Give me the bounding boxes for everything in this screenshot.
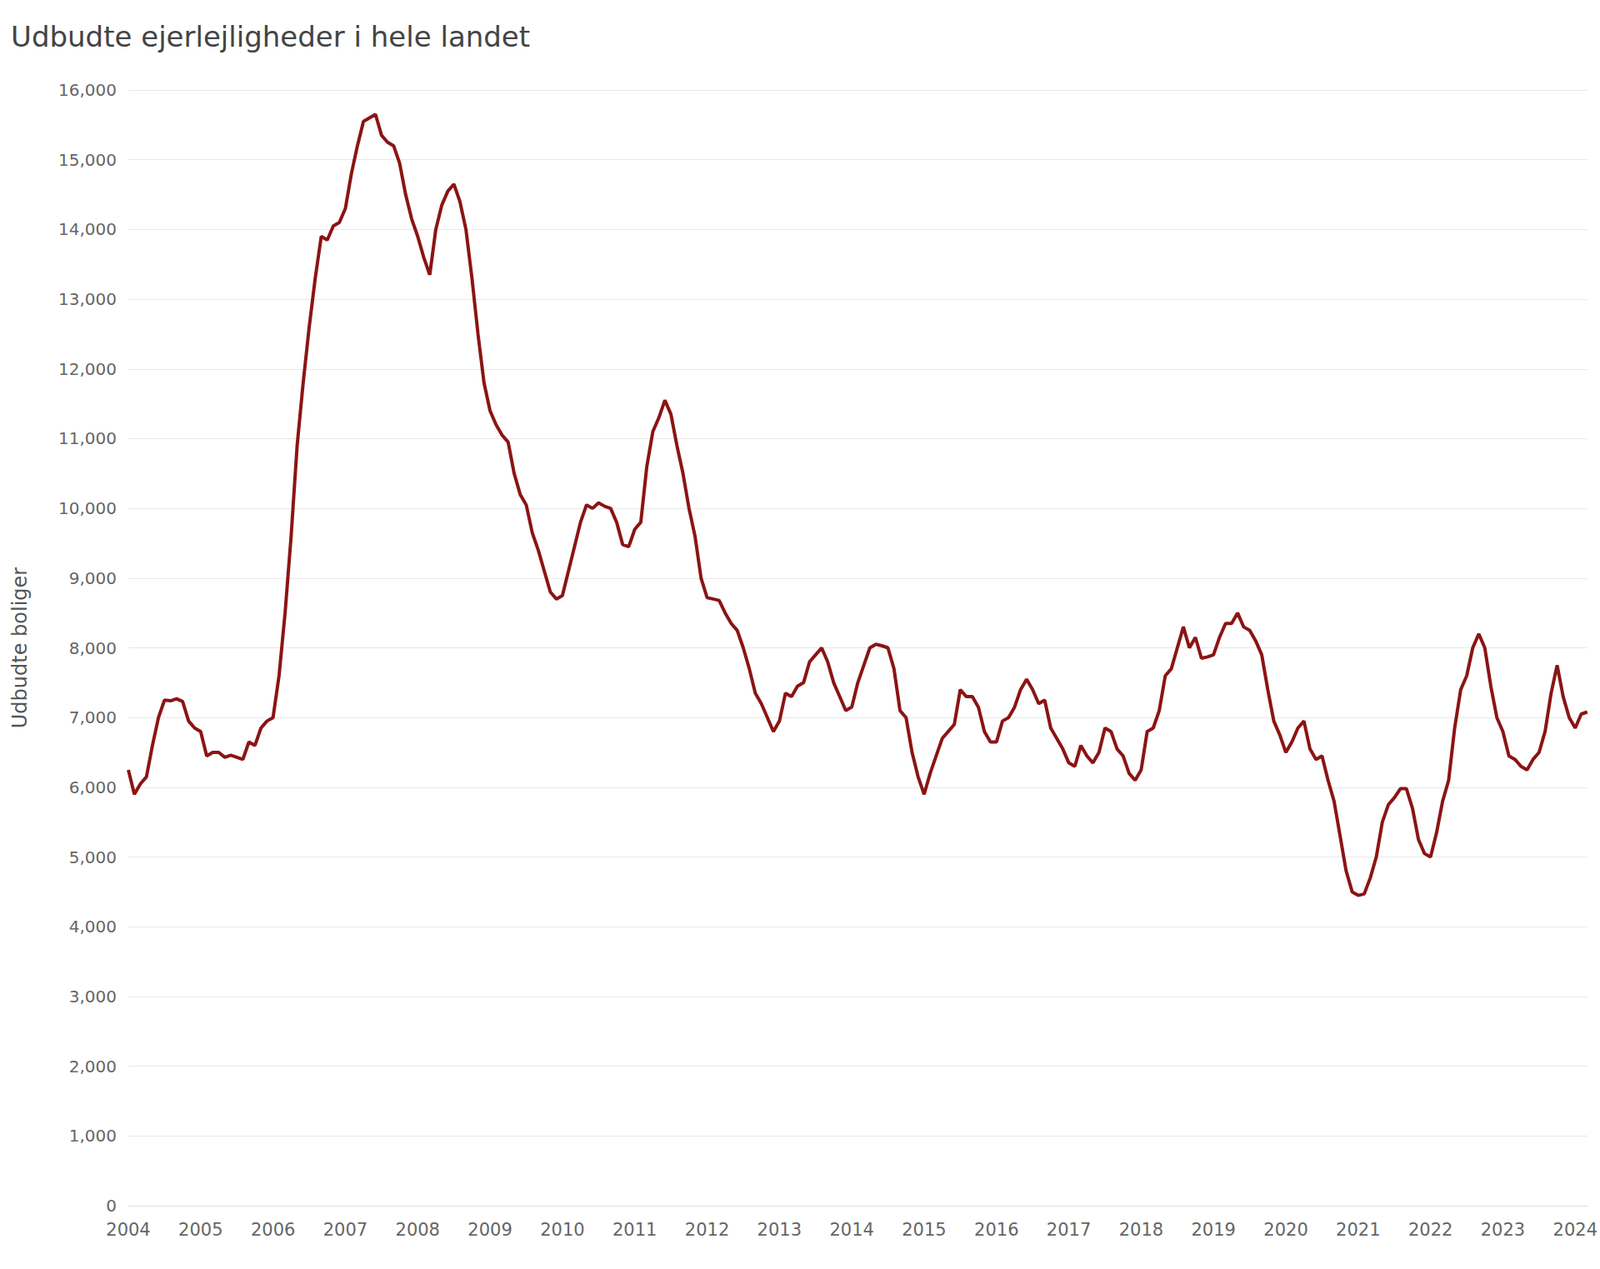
svg-text:2019: 2019 — [1190, 1220, 1235, 1240]
svg-text:2,000: 2,000 — [69, 1056, 117, 1077]
svg-text:2024: 2024 — [1553, 1220, 1598, 1240]
svg-text:2016: 2016 — [974, 1220, 1019, 1240]
svg-text:2011: 2011 — [612, 1220, 657, 1240]
svg-text:2015: 2015 — [901, 1220, 946, 1240]
svg-text:2022: 2022 — [1408, 1220, 1453, 1240]
svg-text:2020: 2020 — [1263, 1220, 1308, 1240]
svg-text:10,000: 10,000 — [58, 498, 117, 519]
svg-text:2017: 2017 — [1046, 1220, 1091, 1240]
svg-text:Udbudte boliger: Udbudte boliger — [8, 567, 32, 730]
svg-text:6,000: 6,000 — [69, 777, 117, 798]
svg-text:11,000: 11,000 — [58, 428, 117, 449]
svg-text:3,000: 3,000 — [69, 986, 117, 1007]
svg-text:12,000: 12,000 — [58, 359, 117, 380]
svg-text:8,000: 8,000 — [69, 638, 117, 659]
svg-text:15,000: 15,000 — [58, 150, 117, 170]
svg-text:5,000: 5,000 — [69, 847, 117, 868]
svg-text:0: 0 — [105, 1195, 117, 1216]
svg-text:7,000: 7,000 — [69, 707, 117, 728]
svg-text:1,000: 1,000 — [69, 1125, 117, 1146]
svg-text:2004: 2004 — [105, 1220, 150, 1240]
svg-text:2023: 2023 — [1480, 1220, 1525, 1240]
svg-text:13,000: 13,000 — [58, 289, 117, 310]
svg-text:2013: 2013 — [757, 1220, 802, 1240]
svg-text:4,000: 4,000 — [69, 916, 117, 937]
svg-text:2008: 2008 — [395, 1220, 440, 1240]
svg-text:2012: 2012 — [685, 1220, 730, 1240]
svg-text:2010: 2010 — [540, 1220, 585, 1240]
svg-text:2007: 2007 — [323, 1220, 368, 1240]
svg-text:2018: 2018 — [1119, 1220, 1164, 1240]
svg-text:2009: 2009 — [467, 1220, 512, 1240]
svg-text:2005: 2005 — [178, 1220, 223, 1240]
svg-text:2014: 2014 — [829, 1220, 874, 1240]
svg-text:16,000: 16,000 — [58, 80, 117, 100]
svg-text:9,000: 9,000 — [69, 568, 117, 589]
svg-text:2006: 2006 — [250, 1220, 295, 1240]
svg-text:2021: 2021 — [1335, 1220, 1380, 1240]
svg-text:14,000: 14,000 — [58, 219, 117, 240]
svg-text:Udbudte ejerlejligheder i hele: Udbudte ejerlejligheder i hele landet — [10, 20, 530, 54]
